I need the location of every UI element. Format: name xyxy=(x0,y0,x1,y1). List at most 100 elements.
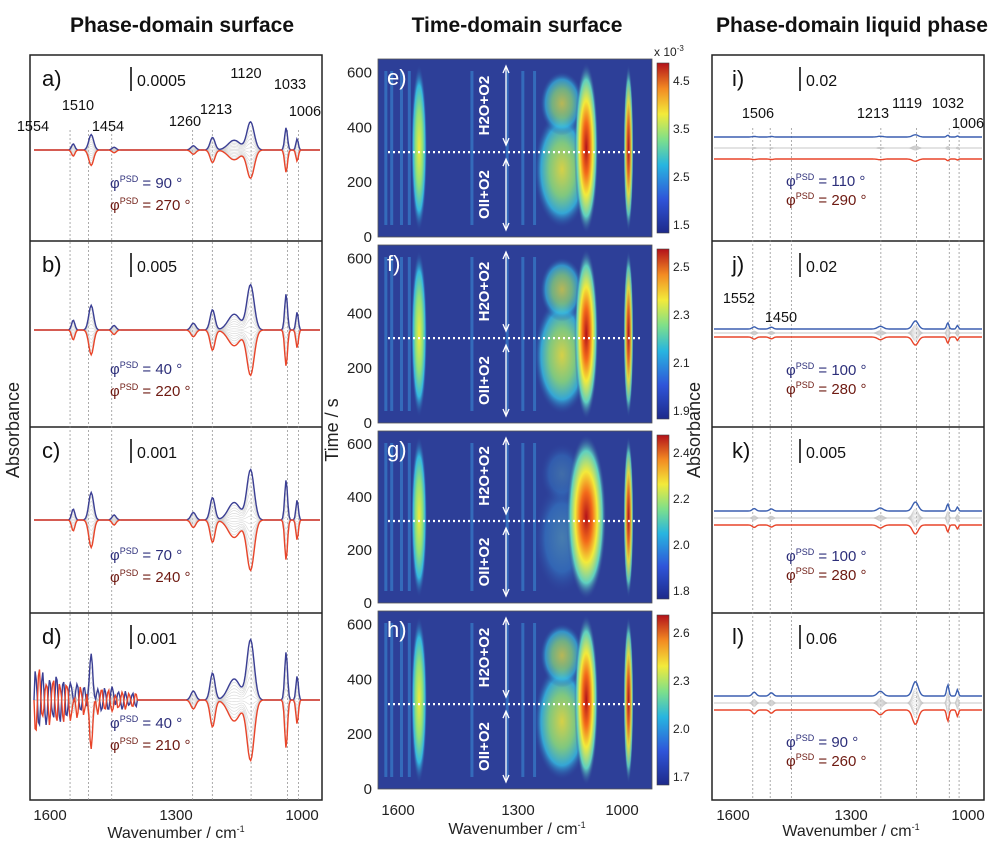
phase-label-i-0: φPSD = 110 ° xyxy=(786,172,865,190)
heatmap-stripe-1570 xyxy=(407,443,411,591)
panel-c-envelope-4 xyxy=(34,519,320,540)
band-1006 xyxy=(623,436,634,598)
panel-d-envelope-9 xyxy=(34,676,320,701)
condition-lower: OII+O2 xyxy=(476,538,493,587)
peak-label-i-1032: 1032 xyxy=(932,96,964,112)
colorbar-tick-1.9: 1.9 xyxy=(673,404,690,418)
upper-arrow-head-bottom xyxy=(502,323,510,333)
colorbar-tick-1.7: 1.7 xyxy=(673,770,690,784)
peak-label-a-1454: 1454 xyxy=(92,119,124,135)
heatmap-stripe-1630 xyxy=(384,443,388,591)
time-tick-200: 200 xyxy=(347,174,372,191)
phase-label-b-0: φPSD = 40 ° xyxy=(110,360,182,378)
panel-b-envelope-3 xyxy=(34,329,320,355)
panel-label-b: b) xyxy=(42,252,62,277)
heatmap-stripe-1615 xyxy=(390,623,394,777)
scale-bar-value-a: 0.0005 xyxy=(137,73,186,90)
heatmap-stripe-1410 xyxy=(470,71,474,225)
heatmap-stripe-1615 xyxy=(390,71,394,225)
band-1180-high xyxy=(539,257,584,322)
panel-a-envelope-1 xyxy=(34,149,320,175)
colorbar xyxy=(656,62,670,234)
time-tick-400: 400 xyxy=(347,489,372,506)
lower-arrow-head-bottom xyxy=(502,222,510,232)
colorbar-tick-2.4: 2.4 xyxy=(673,446,690,460)
condition-lower: OII+O2 xyxy=(476,356,493,405)
colorbar-tick-1.8: 1.8 xyxy=(673,584,690,598)
peak-label-a-1260: 1260 xyxy=(169,114,201,130)
time-tick-600: 600 xyxy=(347,617,372,634)
heatmap-stripe-1590 xyxy=(399,71,403,225)
panel-k-red-series xyxy=(714,524,982,535)
peak-label-a-1033: 1033 xyxy=(274,77,306,93)
right-absorbance-label: Absorbance xyxy=(684,382,704,478)
colorbar-tick-2.0: 2.0 xyxy=(673,722,690,736)
time-domain-column: H2O+O2OII+O2e)60040020004.53.52.51.5H2O+… xyxy=(347,58,690,798)
peak-label-i-1119: 1119 xyxy=(892,96,922,112)
heatmap-stripe-1630 xyxy=(384,71,388,225)
left-column-title: Phase-domain surface xyxy=(70,14,294,37)
phase-label-c-0: φPSD = 70 ° xyxy=(110,546,182,564)
heatmap-panel-f: H2O+O2 OII+O2 f) 600 400 200 0 2.5 2.3 2.1 1.9 xyxy=(347,244,690,432)
panel-label-a: a) xyxy=(42,66,62,91)
right-spectra xyxy=(714,134,982,726)
upper-arrow-head-bottom xyxy=(502,689,510,699)
lower-arrow-head-bottom xyxy=(502,408,510,418)
lower-arrow-head-top xyxy=(502,157,510,167)
lower-arrow-head-top xyxy=(502,526,510,536)
condition-upper: H2O+O2 xyxy=(476,446,493,506)
heatmap-stripe-1250 xyxy=(533,257,537,411)
liquid-phase-column: i) 0.02 φPSD = 110 °φPSD = 290 ° j) 0.02 φPSD… xyxy=(684,54,985,840)
panel-c-envelope-3 xyxy=(34,519,320,548)
phase-label-d-1: φPSD = 210 ° xyxy=(110,736,191,754)
colorbar-tick-1.5: 1.5 xyxy=(673,218,690,232)
panel-a-envelope-0 xyxy=(34,149,320,179)
panel-label-i: i) xyxy=(732,66,744,91)
peak-label-a-1213: 1213 xyxy=(200,102,232,118)
panel-label-e: e) xyxy=(387,65,407,90)
phase-label-k-1: φPSD = 280 ° xyxy=(786,566,867,584)
scale-bar-value-k: 0.005 xyxy=(806,445,846,462)
band-1006 xyxy=(623,616,634,784)
left-absorbance-label: Absorbance xyxy=(3,382,23,478)
panel-d-envelope-13 xyxy=(34,638,320,701)
scale-bar-value-d: 0.001 xyxy=(137,631,177,648)
colorbar xyxy=(656,434,670,600)
condition-lower: OII+O2 xyxy=(476,722,493,771)
time-tick-600: 600 xyxy=(347,436,372,453)
time-tick-200: 200 xyxy=(347,360,372,377)
time-axis-label: Time / s xyxy=(322,398,342,461)
phase-label-c-1: φPSD = 240 ° xyxy=(110,568,191,586)
panel-a-envelope-4 xyxy=(34,149,320,162)
panel-label-l: l) xyxy=(732,624,744,649)
time-tick-200: 200 xyxy=(347,542,372,559)
heatmap-stripe-1280 xyxy=(521,257,525,411)
phase-label-b-1: φPSD = 220 ° xyxy=(110,382,191,400)
band-1006 xyxy=(623,64,634,232)
heatmap-stripe-1320 xyxy=(505,71,509,225)
panel-i-red-series xyxy=(714,158,982,162)
panel-a-envelope-11 xyxy=(34,130,320,151)
left-xlabel: Wavenumber / cm-1 xyxy=(107,824,244,841)
upper-arrow-head-top xyxy=(502,436,510,446)
left-panel-labels: a) 0.0005 φPSD = 90 ° φPSD = 270 ° b) 0.005 φP… xyxy=(17,66,321,754)
heatmap-stripe-1590 xyxy=(399,257,403,411)
condition-lower: OII+O2 xyxy=(476,170,493,219)
panel-j-envelope-13 xyxy=(714,324,982,334)
right-xtick-1300: 1300 xyxy=(834,807,867,824)
panel-c-red-series xyxy=(34,519,320,572)
left-xtick-1000: 1000 xyxy=(285,807,318,824)
colorbar-multiplier: x 10-3 xyxy=(654,44,684,59)
heatmap-stripe-1320 xyxy=(505,623,509,777)
heatmap-stripe-1280 xyxy=(521,443,525,591)
left-xtick-1600: 1600 xyxy=(33,807,66,824)
time-tick-400: 400 xyxy=(347,671,372,688)
panel-label-f: f) xyxy=(387,251,400,276)
panel-i-blue-series xyxy=(714,134,982,138)
band-1180-high xyxy=(539,71,584,136)
phase-label-d-0: φPSD = 40 ° xyxy=(110,714,182,732)
right-panel-labels: i) 0.02 φPSD = 110 °φPSD = 290 ° j) 0.02 φPSD… xyxy=(723,66,984,770)
time-tick-0: 0 xyxy=(364,229,372,246)
panel-k-blue-series xyxy=(714,501,982,512)
panel-j-blue-series xyxy=(714,320,982,330)
